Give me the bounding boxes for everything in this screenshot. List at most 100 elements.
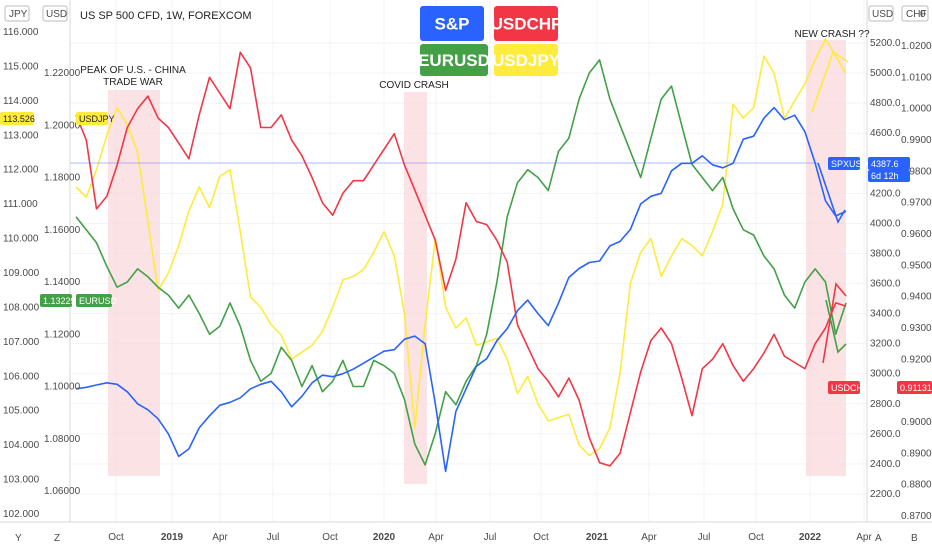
usd-left-unit: USD [46, 9, 67, 20]
usd-left-axis[interactable]: 1.22000 1.20000 1.18000 1.16000 1.14000 1.120… [44, 68, 81, 497]
jpy-axis-tick: 114.000 [3, 96, 39, 107]
usdchf-price-badge [897, 381, 932, 394]
time-tick: Apr [428, 532, 444, 543]
legend-swatch-0 [420, 6, 484, 41]
usdjpy-price-badge [0, 112, 34, 125]
usd-left-axis-tick: 1.20000 [44, 120, 81, 131]
jpy-axis-tick: 115.000 [3, 61, 39, 72]
time-tick: Oct [748, 532, 764, 543]
series-line-eurusd[interactable] [75, 59, 847, 466]
jpy-axis-tick: 111.000 [3, 199, 38, 210]
time-tick: Apr [641, 532, 657, 543]
usd-right-axis-tick: 2200.0 [870, 489, 901, 500]
usd-right-axis-tick: 3000.0 [870, 369, 901, 380]
usd-right-unit-box[interactable] [868, 5, 894, 22]
annotation-text: COVID CRASH [379, 80, 448, 91]
eurusd-projection-arrow [825, 299, 847, 354]
time-tick: 2019 [161, 532, 184, 543]
jpy-axis[interactable]: 116.000 115.000 114.000 113.000 112.000 111.0… [3, 27, 40, 520]
usdchf-projection-arrow [822, 282, 847, 364]
spx-price-badge [868, 157, 910, 170]
jpy-axis-tick: 102.000 [3, 509, 40, 520]
time-tick: 2021 [586, 532, 609, 543]
series-line-usdchf[interactable] [75, 51, 847, 467]
series-line-sp[interactable] [75, 106, 847, 473]
usd-right-axis-tick: 5000.0 [870, 68, 901, 79]
usd-left-axis-tick: 1.22000 [44, 68, 81, 79]
spx-countdown-label: 6d 12h [871, 171, 899, 181]
jpy-axis-tick: 106.000 [3, 371, 40, 382]
legend-swatch-3 [494, 44, 558, 76]
jpy-unit-box[interactable] [4, 5, 30, 22]
chf-zero: 0 [920, 9, 926, 20]
usd-right-axis-tick: 2600.0 [870, 429, 901, 440]
usd-left-axis-tick: 1.08000 [44, 434, 81, 445]
chf-unit: CHF [906, 9, 927, 20]
plot-area[interactable] [70, 0, 867, 522]
usdjpy-last-label: USDJPY [79, 114, 115, 124]
time-tick: Apr [212, 532, 228, 543]
usd-right-axis-tick: 3400.0 [870, 309, 901, 320]
highlight-region [108, 90, 160, 476]
annotation-text: TRADE WAR [103, 77, 163, 88]
time-tick: Jul [267, 532, 280, 543]
time-tick: Oct [322, 532, 338, 543]
jpy-axis-tick: 104.000 [3, 440, 40, 451]
eurusd-last-badge [76, 294, 112, 307]
spx-last-label: SPXUSD [831, 159, 869, 169]
usd-right-axis-tick: 3200.0 [870, 339, 901, 350]
log-scale-icon[interactable]: B [911, 533, 918, 544]
series-layer [75, 38, 849, 473]
legend-label: S&P [435, 15, 470, 34]
jpy-axis-tick: 113.000 [3, 130, 39, 141]
time-tick: Jul [484, 532, 497, 543]
chart-title: US SP 500 CFD, 1W, FOREXCOM [80, 10, 252, 22]
usd-right-axis-tick: 3600.0 [870, 279, 901, 290]
highlight-region [404, 92, 427, 484]
usd-left-axis-tick: 1.16000 [44, 225, 81, 236]
jpy-axis-tick: 105.000 [3, 406, 40, 417]
usd-right-axis-tick: 2800.0 [870, 399, 901, 410]
chf-axis-tick: 1.01000 [901, 72, 932, 83]
jpy-unit: JPY [9, 9, 28, 20]
time-tick: 2020 [373, 532, 396, 543]
z-axis-mode-icon[interactable]: Z [54, 533, 60, 544]
usd-right-unit: USD [872, 9, 893, 20]
jpy-axis-tick: 109.000 [3, 268, 40, 279]
usd-right-axis-tick: 4000.0 [870, 218, 901, 229]
legend-label: EURUSD [418, 51, 490, 70]
auto-scale-icon[interactable]: A [875, 533, 882, 544]
usdjpy-price-label: 113.526 [3, 114, 35, 124]
legend-swatch-2 [420, 44, 488, 76]
series-line-usdjpy[interactable] [75, 38, 847, 457]
usdchf-last-label: USDCHF [831, 383, 869, 393]
spx-last-badge [828, 157, 860, 170]
chf-axis-tick: 1.02000 [901, 41, 932, 52]
usd-right-axis[interactable]: 5200.05000.04800.04600.04400.04200.04000… [870, 38, 901, 500]
eurusd-price-badge [40, 294, 72, 307]
jpy-axis-tick: 112.000 [3, 165, 39, 176]
usd-left-axis-tick: 1.18000 [44, 173, 81, 184]
usd-left-axis-tick: 1.06000 [44, 486, 81, 497]
eurusd-last-label: EURUSD [79, 296, 118, 306]
legend-label: USDJPY [492, 51, 561, 70]
usd-left-axis-tick: 1.14000 [44, 277, 81, 288]
usd-left-unit-box[interactable] [42, 5, 68, 22]
usd-right-axis-tick: 4800.0 [870, 98, 901, 109]
time-axis[interactable]: Oct 2019 Apr Jul Oct 2020 Apr Jul Oct 2021 Apr Jul O… [108, 532, 872, 543]
chf-unit-box[interactable] [901, 5, 929, 22]
usd-right-axis-tick: 4600.0 [870, 128, 901, 139]
jpy-axis-tick: 107.000 [3, 337, 40, 348]
time-tick: Jul [698, 532, 711, 543]
y-axis-mode-icon[interactable]: Y [15, 533, 22, 544]
